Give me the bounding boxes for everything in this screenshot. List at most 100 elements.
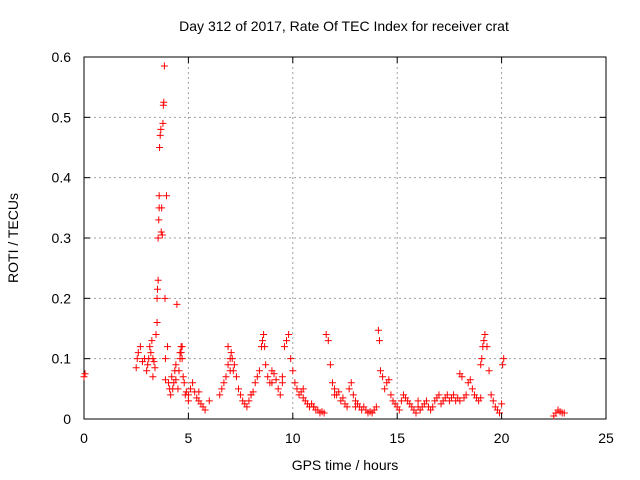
data-point — [160, 98, 168, 106]
data-point — [379, 373, 387, 381]
data-point — [255, 367, 263, 375]
data-point — [343, 403, 351, 411]
data-point — [261, 343, 269, 351]
data-point — [320, 409, 328, 417]
data-point — [560, 409, 568, 417]
data-point — [172, 376, 180, 384]
data-point — [489, 397, 497, 405]
data-point — [228, 355, 236, 363]
data-point — [385, 376, 393, 384]
data-point — [189, 379, 197, 387]
data-point — [245, 397, 253, 405]
data-point — [262, 361, 270, 369]
data-point — [218, 385, 226, 393]
data-point — [347, 379, 355, 387]
data-point — [154, 234, 162, 242]
data-point — [285, 331, 293, 339]
data-point — [335, 388, 343, 396]
data-point — [310, 403, 318, 411]
y-tick-label: 0.3 — [52, 230, 72, 246]
data-point — [184, 397, 192, 405]
data-point — [155, 216, 163, 224]
data-point — [216, 391, 224, 399]
data-point — [149, 373, 157, 381]
data-point — [179, 373, 187, 381]
data-point — [149, 355, 157, 363]
data-point — [175, 367, 183, 375]
data-point — [172, 361, 180, 369]
data-point — [80, 373, 88, 381]
data-point — [278, 373, 286, 381]
y-tick-label: 0.4 — [52, 170, 72, 186]
data-point — [251, 379, 259, 387]
data-point — [443, 391, 451, 399]
data-point — [201, 406, 209, 414]
x-tick-label: 0 — [80, 430, 88, 446]
data-point — [326, 361, 334, 369]
data-point — [153, 294, 161, 302]
data-point — [168, 373, 176, 381]
data-point — [158, 204, 166, 212]
data-point — [283, 337, 291, 345]
data-point — [339, 394, 347, 402]
data-point — [324, 337, 332, 345]
data-point — [289, 367, 297, 375]
data-point — [224, 343, 232, 351]
data-point — [222, 373, 230, 381]
data-point — [435, 391, 443, 399]
data-point — [253, 373, 261, 381]
data-point — [414, 397, 422, 405]
data-point — [328, 379, 336, 387]
data-point — [153, 318, 161, 326]
y-tick-label: 0 — [63, 411, 71, 427]
data-point — [349, 391, 357, 399]
x-tick-label: 10 — [285, 430, 301, 446]
data-point — [151, 364, 159, 372]
data-point — [397, 397, 405, 405]
data-point — [376, 367, 384, 375]
data-point — [374, 326, 382, 334]
data-point — [226, 367, 234, 375]
data-point — [180, 379, 188, 387]
data-point — [260, 331, 268, 339]
data-point — [299, 385, 307, 393]
data-point — [274, 385, 282, 393]
data-point — [147, 349, 155, 357]
data-point — [154, 276, 162, 284]
data-point — [144, 361, 152, 369]
data-point — [331, 385, 339, 393]
data-point — [195, 388, 203, 396]
data-point — [176, 349, 184, 357]
data-point — [153, 285, 161, 293]
data-point — [230, 361, 238, 369]
data-point — [293, 385, 301, 393]
data-point — [224, 361, 232, 369]
data-point — [485, 367, 493, 375]
x-tick-label: 25 — [598, 430, 614, 446]
data-point — [458, 373, 466, 381]
data-point — [134, 349, 142, 357]
data-point — [272, 376, 280, 384]
x-axis-ticks: 0 5 10 15 20 25 — [80, 57, 614, 446]
data-point — [331, 391, 339, 399]
data-point — [247, 391, 255, 399]
x-tick-label: 15 — [389, 430, 405, 446]
data-point — [184, 391, 192, 399]
grid — [84, 57, 606, 419]
data-point — [237, 391, 245, 399]
y-axis-label: ROTI / TECUs — [5, 193, 21, 283]
data-point — [480, 337, 488, 345]
data-point — [498, 400, 506, 408]
data-point — [177, 343, 185, 351]
data-point — [487, 391, 495, 399]
data-point — [466, 376, 474, 384]
y-axis-ticks: 0 0.1 0.2 0.3 0.4 0.5 0.6 — [52, 49, 606, 427]
data-point — [235, 385, 243, 393]
data-point — [387, 391, 395, 399]
data-point — [173, 300, 181, 308]
data-point — [500, 355, 508, 363]
data-point — [351, 403, 359, 411]
data-point — [205, 397, 213, 405]
data-point — [158, 231, 166, 239]
